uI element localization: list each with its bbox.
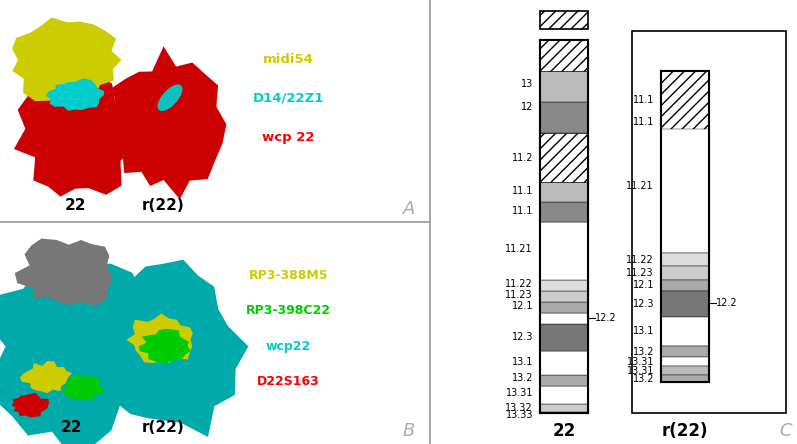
Bar [540, 11, 588, 29]
Text: 11.21: 11.21 [626, 182, 654, 191]
Bar [540, 182, 588, 202]
Text: 11.2: 11.2 [512, 153, 533, 163]
Text: 12.3: 12.3 [512, 333, 533, 342]
Text: A: A [402, 200, 415, 218]
Bar [540, 404, 588, 412]
Bar [662, 71, 709, 129]
Bar [632, 31, 786, 413]
Text: 13.31: 13.31 [505, 388, 533, 398]
Bar [662, 366, 709, 375]
Bar [540, 313, 588, 324]
Text: 11.1: 11.1 [633, 117, 654, 127]
Bar [540, 386, 588, 404]
Text: C: C [779, 422, 792, 440]
Text: r(22): r(22) [662, 422, 709, 440]
Bar [540, 202, 588, 222]
Polygon shape [139, 329, 191, 363]
Bar [540, 133, 588, 182]
Bar [662, 280, 709, 291]
Text: 11.23: 11.23 [626, 268, 654, 278]
Bar [662, 346, 709, 357]
Text: 22: 22 [65, 198, 86, 213]
Text: 12.1: 12.1 [512, 301, 533, 311]
Polygon shape [81, 260, 249, 437]
Text: wcp22: wcp22 [265, 340, 311, 353]
Text: 12.1: 12.1 [633, 280, 654, 290]
Text: 11.1: 11.1 [512, 186, 533, 196]
Text: RP3-398C22: RP3-398C22 [245, 304, 331, 317]
Bar [540, 40, 588, 413]
Text: 13.2: 13.2 [633, 374, 654, 384]
Bar [540, 375, 588, 386]
Bar [662, 357, 709, 366]
Text: 13.1: 13.1 [512, 357, 533, 367]
Text: B: B [402, 422, 415, 440]
Polygon shape [20, 361, 73, 393]
Bar [540, 324, 588, 351]
Bar [540, 412, 588, 413]
Bar [662, 71, 709, 382]
Text: 13: 13 [520, 79, 533, 89]
Bar [540, 40, 588, 413]
Bar [540, 102, 588, 133]
Bar [662, 253, 709, 266]
Bar [540, 302, 588, 313]
Text: 12.3: 12.3 [633, 299, 654, 309]
Polygon shape [127, 313, 193, 363]
Text: 12.2: 12.2 [595, 313, 617, 323]
Text: 11.1: 11.1 [633, 95, 654, 105]
Bar [662, 291, 709, 317]
Bar [540, 40, 588, 71]
Text: 13.33: 13.33 [505, 410, 533, 420]
Polygon shape [12, 392, 49, 417]
Bar [540, 280, 588, 291]
Bar [662, 317, 709, 346]
Text: 22: 22 [552, 422, 575, 440]
Text: D22S163: D22S163 [257, 375, 320, 388]
Polygon shape [103, 46, 226, 199]
Bar [540, 71, 588, 102]
Text: D14/22Z1: D14/22Z1 [253, 91, 324, 104]
Text: wcp 22: wcp 22 [262, 131, 315, 144]
Bar [662, 71, 709, 382]
Text: midi54: midi54 [263, 53, 314, 67]
Polygon shape [61, 376, 104, 401]
Text: 12.2: 12.2 [717, 298, 738, 308]
Polygon shape [14, 66, 134, 197]
Bar [540, 291, 588, 302]
Text: 11.21: 11.21 [505, 244, 533, 254]
Text: 22: 22 [61, 420, 82, 435]
Text: r(22): r(22) [142, 420, 185, 435]
Polygon shape [46, 78, 104, 111]
Text: 12: 12 [520, 102, 533, 111]
Text: 11.1: 11.1 [512, 206, 533, 216]
Text: 11.23: 11.23 [505, 290, 533, 300]
Bar [662, 375, 709, 382]
Text: 13.1: 13.1 [633, 326, 654, 336]
Bar [662, 266, 709, 280]
Text: 13.32: 13.32 [505, 403, 533, 412]
Bar [540, 222, 588, 280]
Polygon shape [12, 17, 121, 107]
Polygon shape [15, 238, 112, 305]
Text: 13.2: 13.2 [512, 373, 533, 383]
Polygon shape [0, 246, 159, 444]
Text: 11.22: 11.22 [626, 255, 654, 265]
Text: 13.2: 13.2 [633, 347, 654, 357]
Text: 13.31: 13.31 [626, 366, 654, 376]
Bar [540, 351, 588, 375]
Bar [662, 129, 709, 253]
Text: 11.22: 11.22 [505, 279, 533, 289]
Text: 13.31: 13.31 [626, 357, 654, 367]
Text: RP3-388M5: RP3-388M5 [249, 269, 328, 282]
Text: r(22): r(22) [142, 198, 185, 213]
Ellipse shape [159, 85, 182, 110]
